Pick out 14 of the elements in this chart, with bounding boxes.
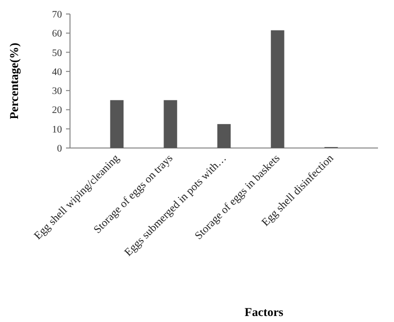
y-tick-label: 20 <box>52 105 62 116</box>
y-tick-label: 70 <box>52 10 62 20</box>
y-tick-label: 30 <box>52 86 62 98</box>
y-tick-label: 50 <box>52 48 62 59</box>
y-tick-label: 40 <box>52 66 62 78</box>
y-tick-label: 60 <box>52 28 62 40</box>
y-tick-label: 0 <box>57 144 62 154</box>
x-axis-title: Factors <box>244 305 284 319</box>
y-axis-title: Percentage(%) <box>7 42 21 120</box>
bar <box>217 124 231 148</box>
bar <box>164 100 178 148</box>
bar <box>270 30 284 148</box>
bar <box>110 100 124 148</box>
y-tick-label: 10 <box>52 124 62 136</box>
